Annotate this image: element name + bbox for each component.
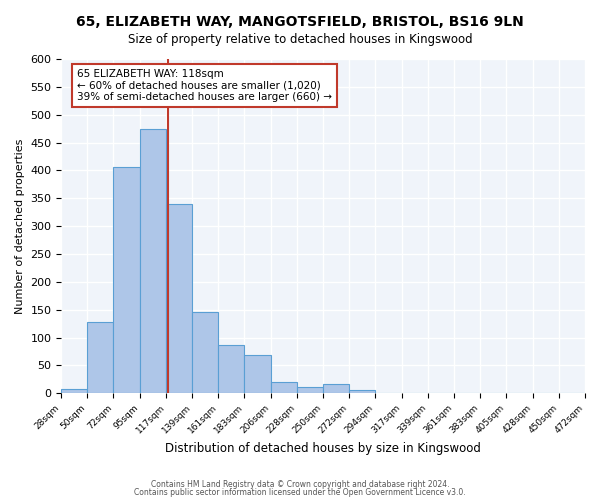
Text: Contains public sector information licensed under the Open Government Licence v3: Contains public sector information licen… xyxy=(134,488,466,497)
Text: 65, ELIZABETH WAY, MANGOTSFIELD, BRISTOL, BS16 9LN: 65, ELIZABETH WAY, MANGOTSFIELD, BRISTOL… xyxy=(76,15,524,29)
Bar xyxy=(244,356,271,393)
Bar xyxy=(428,392,454,393)
Bar xyxy=(297,387,323,393)
Bar xyxy=(140,128,166,393)
Bar xyxy=(375,392,402,393)
Bar xyxy=(271,382,297,393)
Bar xyxy=(454,392,480,393)
Bar xyxy=(113,167,140,393)
Text: 65 ELIZABETH WAY: 118sqm
← 60% of detached houses are smaller (1,020)
39% of sem: 65 ELIZABETH WAY: 118sqm ← 60% of detach… xyxy=(77,69,332,102)
Bar xyxy=(166,204,193,393)
Bar xyxy=(323,384,349,393)
Bar xyxy=(349,390,375,393)
Bar xyxy=(218,345,244,393)
X-axis label: Distribution of detached houses by size in Kingswood: Distribution of detached houses by size … xyxy=(165,442,481,455)
Y-axis label: Number of detached properties: Number of detached properties xyxy=(15,138,25,314)
Bar xyxy=(88,322,113,393)
Bar xyxy=(533,392,559,393)
Bar xyxy=(402,392,428,393)
Bar xyxy=(61,389,88,393)
Text: Contains HM Land Registry data © Crown copyright and database right 2024.: Contains HM Land Registry data © Crown c… xyxy=(151,480,449,489)
Text: Size of property relative to detached houses in Kingswood: Size of property relative to detached ho… xyxy=(128,32,472,46)
Bar xyxy=(193,312,218,393)
